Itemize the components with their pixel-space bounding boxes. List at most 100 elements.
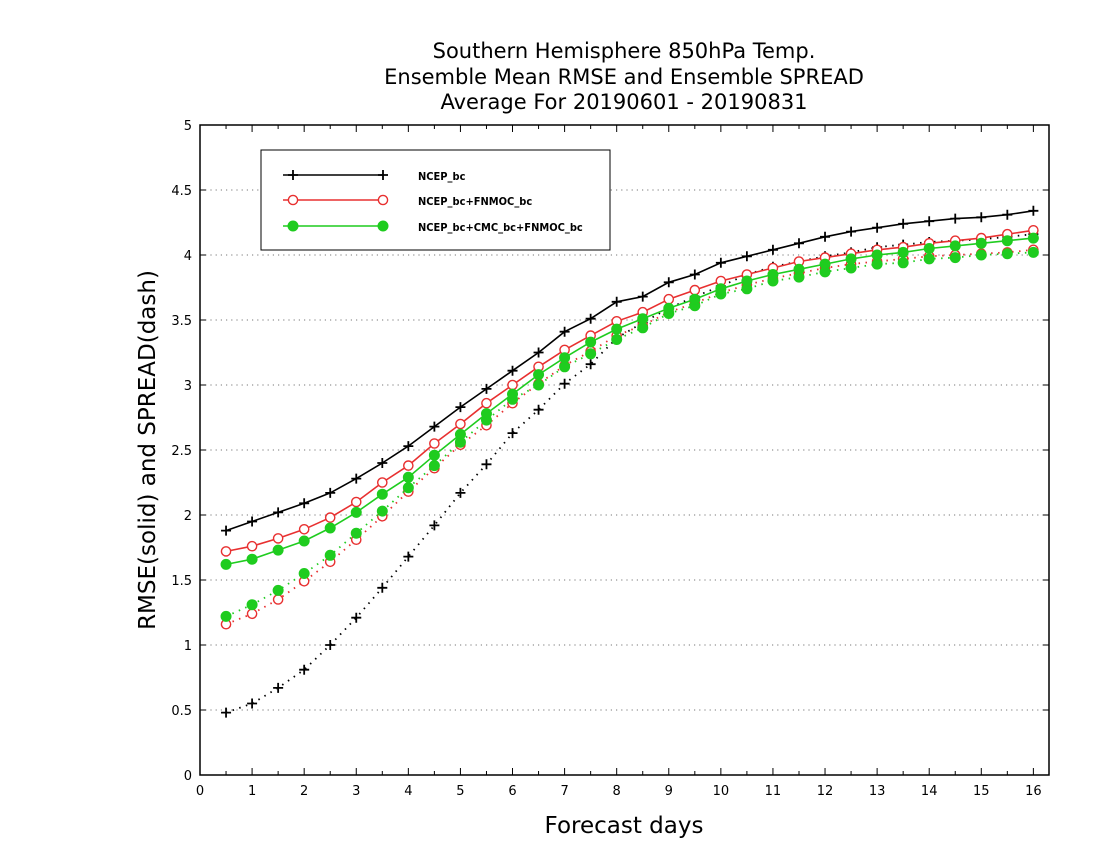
series-2-spread-point — [637, 322, 649, 334]
series-2-spread-point — [1001, 248, 1013, 260]
series-0-rmse-point — [872, 222, 883, 233]
series-0-rmse-point — [429, 421, 440, 432]
series-0-rmse-point — [767, 244, 778, 255]
series-0-spread-point — [533, 404, 544, 415]
y-tick-label: 5 — [184, 119, 192, 134]
series-0-spread-point — [247, 698, 258, 709]
axis-layer: 00.511.522.533.544.550 1 2 3 4 5 6 7 8 9 10 11 12 13 1… — [171, 119, 1049, 799]
y-tick-label: 3 — [184, 379, 192, 394]
series-0-spread-point — [585, 359, 596, 370]
series-1-rmse-point — [246, 540, 258, 552]
x-tick-label: 10 — [713, 784, 730, 799]
series-0-rmse-point — [221, 525, 232, 536]
x-tick-label: 15 — [973, 784, 990, 799]
series-0-rmse-point — [950, 213, 961, 224]
series-1-rmse-point — [272, 533, 284, 544]
series-2-rmse-point — [272, 544, 284, 556]
series-0-spread-point — [351, 612, 362, 623]
series-1-rmse-point — [689, 284, 701, 296]
legend-label-ncep-fnmoc: NCEP_bc+FNMOC_bc — [418, 195, 532, 208]
x-tick-label: 7 — [560, 784, 568, 799]
series-0-rmse-point — [455, 402, 466, 413]
x-tick-label: 6 — [508, 784, 516, 799]
series-2-spread-point — [1027, 246, 1039, 258]
series-1-rmse-point — [663, 293, 675, 305]
series-2-rmse-point — [663, 302, 675, 314]
series-1-rmse-point — [455, 418, 466, 430]
series-0-rmse-point — [898, 218, 909, 229]
series-0-rmse-point — [637, 291, 648, 302]
x-tick-label: 13 — [869, 784, 886, 799]
legend-marker-1-left — [287, 194, 299, 206]
series-2-rmse-point — [298, 535, 310, 547]
series-2-rmse-point — [428, 449, 440, 461]
x-tick-label: 2 — [300, 784, 308, 799]
y-tick-label: 2 — [184, 509, 192, 524]
series-1-rmse-point — [377, 477, 388, 488]
series-2-rmse-point — [480, 408, 492, 420]
series-0-spread-point — [325, 640, 336, 650]
x-tick-label: 5 — [456, 784, 464, 799]
y-tick-label: 3.5 — [171, 314, 192, 329]
series-0-rmse-point — [976, 212, 987, 223]
series-0-spread-point — [273, 682, 284, 693]
series-layer — [220, 205, 1039, 718]
series-2-rmse-point — [741, 275, 753, 287]
series-1-rmse-point — [481, 397, 492, 409]
series-2-spread-point — [585, 348, 597, 360]
series-0-rmse-point — [325, 487, 336, 498]
x-tick-label: 9 — [665, 784, 673, 799]
legend-marker-0-right — [378, 170, 388, 180]
chart-title-line-3: Average For 20190601 - 20190831 — [440, 90, 807, 114]
chart-title-line-1: Southern Hemisphere 850hPa Temp. — [433, 39, 816, 63]
series-2-rmse-point — [454, 428, 466, 440]
series-0-rmse-point — [793, 238, 804, 249]
series-0-spread-point — [455, 487, 466, 498]
series-0-rmse-point — [715, 257, 726, 268]
legend-entries — [283, 170, 389, 232]
x-tick-label: 8 — [613, 784, 621, 799]
legend-label-ncep-cmc-fnmoc: NCEP_bc+CMC_bc+FNMOC_bc — [418, 221, 583, 234]
series-2-rmse-point — [1001, 235, 1013, 247]
series-2-rmse-point — [559, 352, 571, 364]
series-1-rmse-point — [429, 438, 440, 449]
series-2-rmse-point — [585, 336, 597, 348]
legend-marker-1-right — [377, 194, 389, 206]
series-1-rmse-point — [403, 460, 414, 471]
series-0-rmse-point — [403, 441, 414, 452]
x-tick-label: 0 — [196, 784, 204, 799]
series-2-spread-point — [246, 599, 258, 611]
legend-label-ncep-bc: NCEP_bc — [418, 170, 466, 183]
series-0-rmse-point — [611, 296, 622, 307]
series-2-rmse-point — [949, 240, 961, 252]
series-2-spread-point — [324, 549, 336, 561]
y-tick-label: 1.5 — [171, 574, 192, 589]
series-0-rmse-point — [741, 251, 752, 262]
series-2-spread-point — [897, 257, 909, 269]
series-1-rmse-point — [507, 379, 518, 391]
legend-marker-2-right — [377, 220, 389, 232]
series-2-spread-point — [220, 610, 232, 622]
series-0-rmse-point — [846, 226, 857, 237]
x-tick-label: 14 — [921, 784, 938, 799]
series-0-rmse-point — [559, 326, 570, 337]
series-2-rmse-point — [923, 243, 935, 254]
series-0-rmse-point — [924, 216, 935, 227]
series-1-rmse-point — [350, 496, 362, 508]
series-0-rmse-point — [507, 365, 518, 376]
series-2-spread-point — [350, 527, 362, 539]
series-2-rmse-point — [819, 258, 831, 270]
series-2-rmse-point — [533, 369, 545, 381]
series-2-rmse-point — [220, 558, 232, 570]
series-2-rmse-point — [376, 488, 388, 500]
series-2-rmse-point — [793, 263, 805, 275]
series-2-rmse-point — [350, 506, 362, 518]
series-2-spread-point — [845, 262, 857, 274]
series-0-spread-point — [559, 378, 570, 389]
x-tick-label: 12 — [817, 784, 834, 799]
series-2-spread-point — [298, 568, 310, 579]
series-2-rmse-point — [689, 293, 701, 305]
series-0-spread-point — [377, 582, 388, 593]
series-2-rmse-point — [715, 283, 727, 295]
